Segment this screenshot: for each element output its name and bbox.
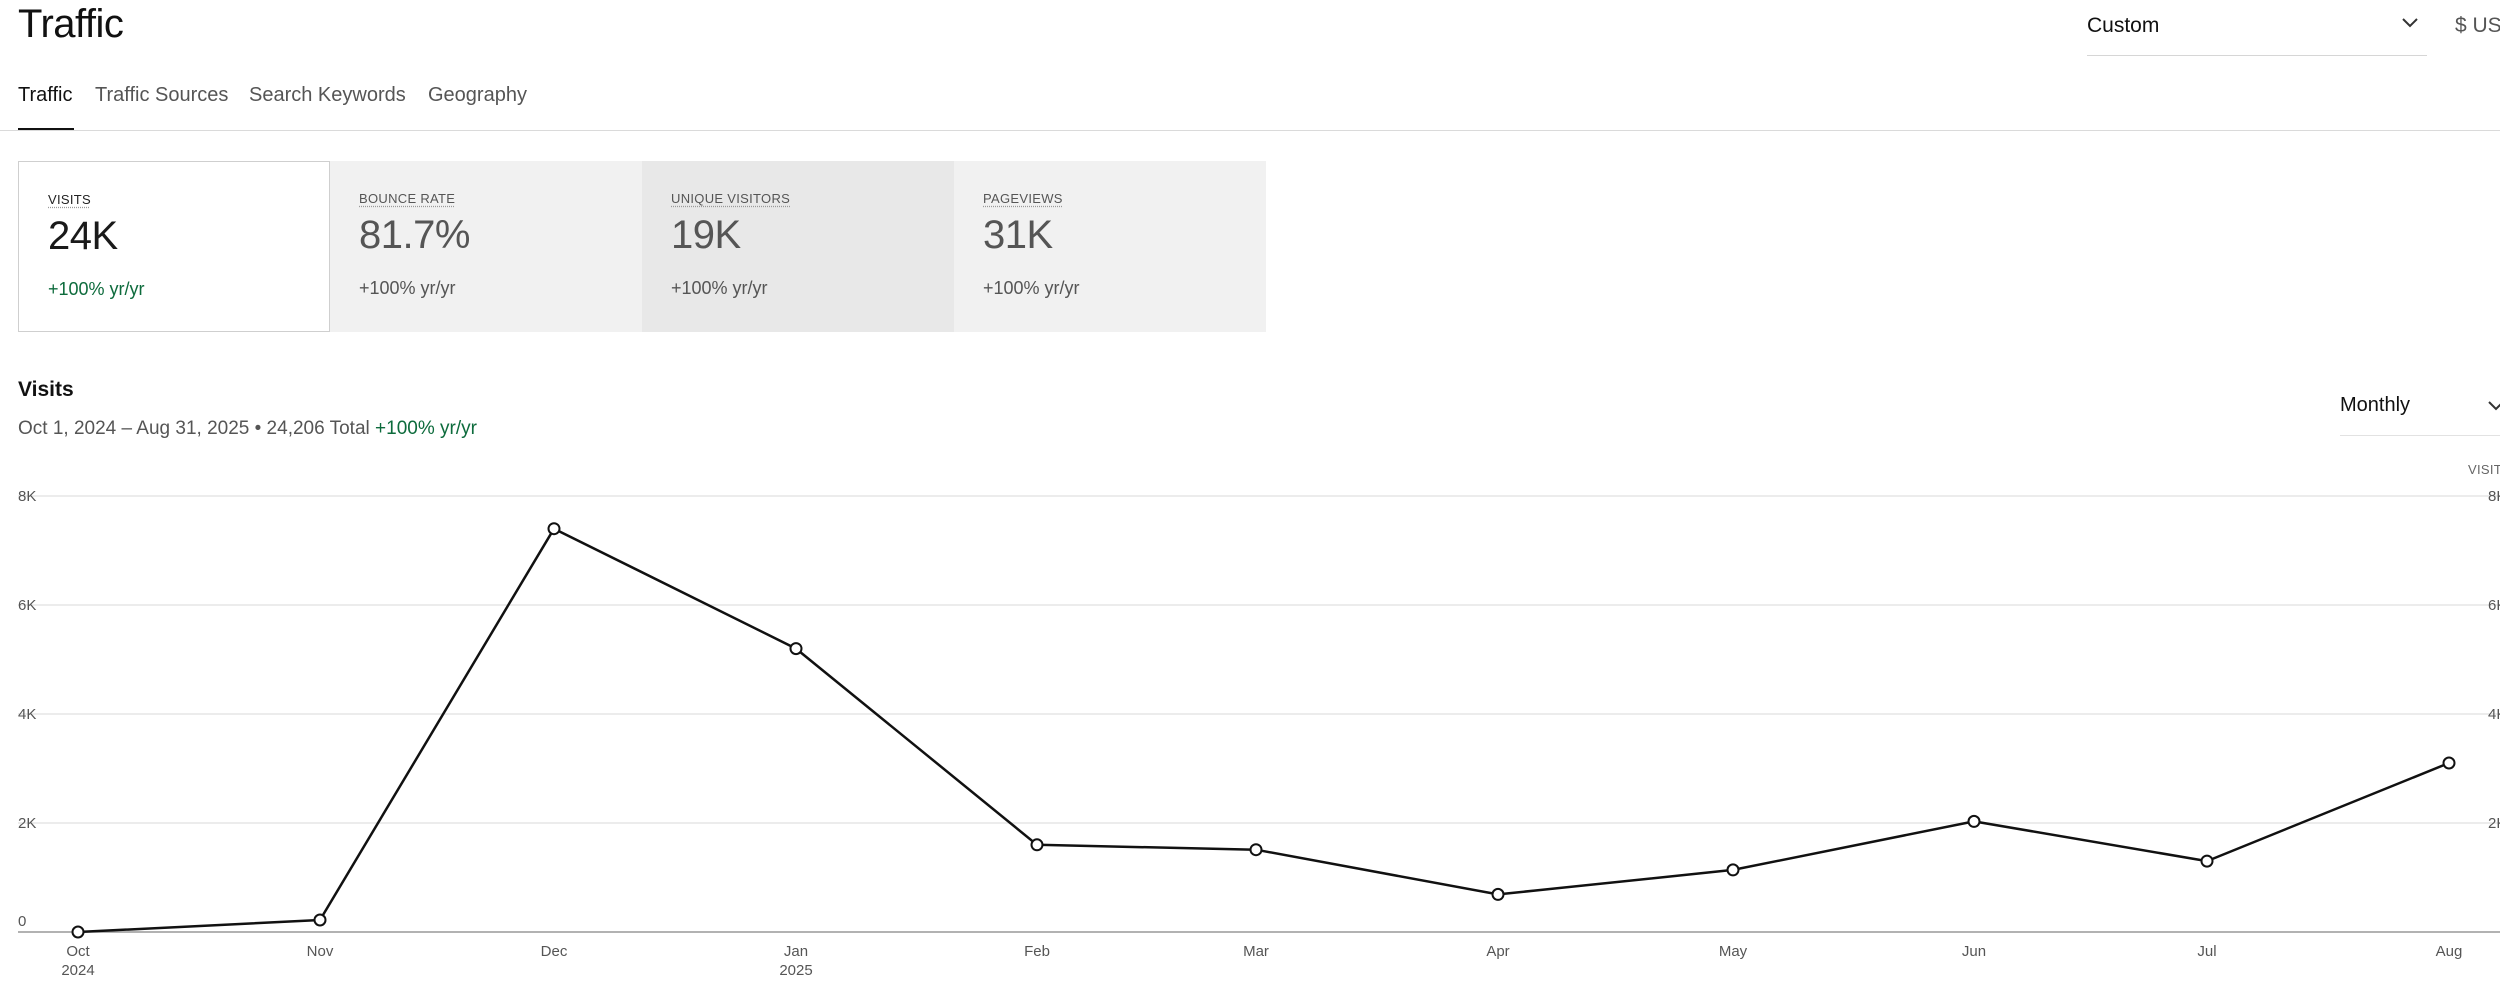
x-tick-label: Nov <box>307 943 334 960</box>
tabs-divider <box>0 130 2500 131</box>
date-range-select[interactable]: Custom <box>2087 0 2427 56</box>
kpi-change: +100% yr/yr <box>48 279 145 299</box>
x-tick-label: Apr <box>1486 943 1509 960</box>
kpi-change: +100% yr/yr <box>671 278 768 298</box>
x-tick-label: 2025 <box>779 962 812 979</box>
kpi-card-bounce-rate[interactable]: BOUNCE RATE 81.7% +100% yr/yr <box>330 161 642 332</box>
chart-title: Visits <box>18 378 74 401</box>
data-point <box>1030 838 1044 852</box>
page-title: Traffic <box>18 2 124 46</box>
y-tick-label-right: 4K <box>2488 706 2500 723</box>
y-tick-label: 0 <box>18 913 26 930</box>
data-point <box>547 522 561 536</box>
y-tick-label: 8K <box>18 488 36 505</box>
currency-select[interactable]: $ USD <box>2455 14 2500 37</box>
y-tick-label-right: 6K <box>2488 597 2500 614</box>
y-tick-label: 2K <box>18 815 36 832</box>
data-point <box>2442 756 2456 770</box>
kpi-value: 24K <box>48 214 118 258</box>
y-tick-label: 6K <box>18 597 36 614</box>
x-tick-label: Feb <box>1024 943 1050 960</box>
tab-geography[interactable]: Geography <box>428 84 527 106</box>
kpi-label: BOUNCE RATE <box>359 191 456 206</box>
tab-traffic[interactable]: Traffic <box>18 84 73 106</box>
kpi-card-unique-visitors[interactable]: UNIQUE VISITORS 19K +100% yr/yr <box>642 161 954 332</box>
tab-search-keywords[interactable]: Search Keywords <box>249 84 406 106</box>
date-range-value: Custom <box>2087 14 2160 37</box>
right-axis-title: VISITS <box>2468 462 2500 477</box>
chevron-down-icon <box>2402 18 2418 28</box>
kpi-value: 19K <box>671 213 741 257</box>
x-tick-label: Jul <box>2197 943 2216 960</box>
kpi-card-pageviews[interactable]: PAGEVIEWS 31K +100% yr/yr <box>954 161 1266 332</box>
visits-line-chart: 0 2K 2K 4K 4K 6K 6K 8K 8K Oct 2024 Nov Dec Jan 2025 Feb… <box>18 488 2500 979</box>
data-point <box>789 642 803 656</box>
series-line <box>77 527 2450 934</box>
x-tick-label: Jan <box>784 943 808 960</box>
x-tick-label: 2024 <box>61 962 94 979</box>
interval-select[interactable]: Monthly <box>2340 390 2500 436</box>
kpi-label: UNIQUE VISITORS <box>671 191 791 206</box>
data-point <box>71 925 85 939</box>
kpi-value: 81.7% <box>359 213 470 257</box>
interval-value: Monthly <box>2340 394 2411 416</box>
data-point <box>1249 843 1263 857</box>
x-tick-label: Jun <box>1962 943 1986 960</box>
chart-subtitle: Oct 1, 2024 – Aug 31, 2025 • 24,206 Tota… <box>18 418 477 440</box>
data-point <box>1491 887 1505 901</box>
y-tick-label-right: 8K <box>2488 488 2500 505</box>
tab-traffic-sources[interactable]: Traffic Sources <box>95 84 229 106</box>
x-tick-label: May <box>1719 943 1748 960</box>
y-tick-label: 4K <box>18 706 36 723</box>
kpi-label: PAGEVIEWS <box>983 191 1063 206</box>
kpi-value: 31K <box>983 213 1053 257</box>
chart-change: +100% yr/yr <box>375 418 477 439</box>
x-tick-label: Dec <box>541 943 568 960</box>
x-tick-label: Aug <box>2436 943 2463 960</box>
data-point <box>2200 854 2214 868</box>
data-point <box>1967 814 1981 828</box>
active-tab-indicator <box>18 128 74 131</box>
data-point <box>313 913 327 927</box>
chevron-down-icon <box>2488 401 2500 411</box>
kpi-label: VISITS <box>48 192 91 207</box>
x-tick-label: Mar <box>1243 943 1269 960</box>
y-tick-label-right: 2K <box>2488 815 2500 832</box>
kpi-card-visits[interactable]: VISITS 24K +100% yr/yr <box>18 161 330 332</box>
kpi-change: +100% yr/yr <box>359 278 456 298</box>
kpi-change: +100% yr/yr <box>983 278 1080 298</box>
chart-date-range-total: Oct 1, 2024 – Aug 31, 2025 • 24,206 Tota… <box>18 418 370 439</box>
x-tick-label: Oct <box>66 943 90 960</box>
data-point <box>1726 863 1740 877</box>
